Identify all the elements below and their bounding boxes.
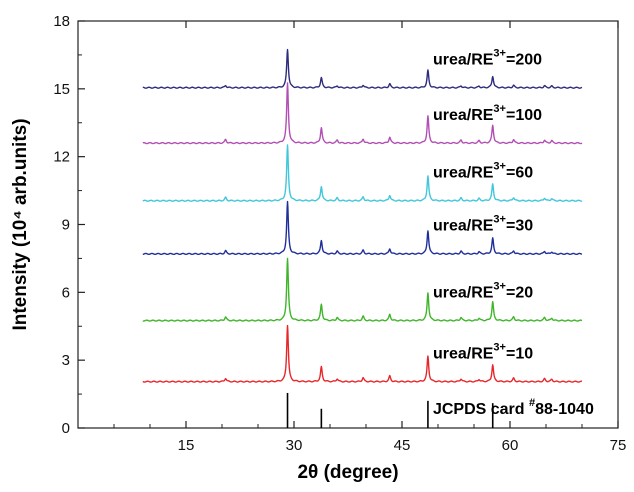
xrd-series-line: [142, 257, 583, 322]
series-label: urea/RE3+=200: [433, 47, 542, 68]
x-tick-label: 45: [394, 437, 411, 454]
series-group: [142, 48, 583, 383]
xrd-series-line: [142, 144, 583, 202]
xrd-series-line: [142, 82, 583, 145]
y-tick-label: 0: [62, 420, 70, 437]
x-tick-label: 30: [286, 437, 303, 454]
xrd-series-line: [142, 324, 583, 383]
xrd-series-line: [142, 48, 583, 89]
y-tick-label: 6: [62, 284, 70, 301]
y-tick-label: 15: [53, 81, 70, 98]
series-labels: urea/RE3+=10 urea/RE3+=20 urea/RE3+=30 urea…: [433, 47, 594, 417]
plot-frame: [77, 20, 619, 429]
xrd-series-line: [142, 200, 583, 256]
y-tick-label: 12: [53, 149, 70, 166]
y-tick-label: 3: [62, 352, 70, 369]
x-tick-label: 75: [610, 437, 627, 454]
y-tick-label: 18: [53, 13, 70, 30]
y-tick-label: 9: [62, 217, 70, 234]
reference-pattern: [286, 392, 494, 428]
reference-label: JCPDS card #88-1040: [433, 397, 594, 418]
series-label: urea/RE3+=10: [433, 341, 533, 362]
y-axis-title: Intensity (10⁴ arb.units): [10, 118, 31, 330]
series-label: urea/RE3+=60: [433, 160, 533, 181]
series-label: urea/RE3+=30: [433, 214, 533, 235]
axis-ticks: 15 30 45 60 75 0 3 6 9 12 15 18: [53, 13, 626, 454]
series-label: urea/RE3+=100: [433, 103, 542, 124]
x-tick-label: 15: [178, 437, 195, 454]
x-axis-title: 2θ (degree): [297, 462, 398, 483]
series-label: urea/RE3+=20: [433, 280, 533, 301]
x-tick-label: 60: [502, 437, 519, 454]
